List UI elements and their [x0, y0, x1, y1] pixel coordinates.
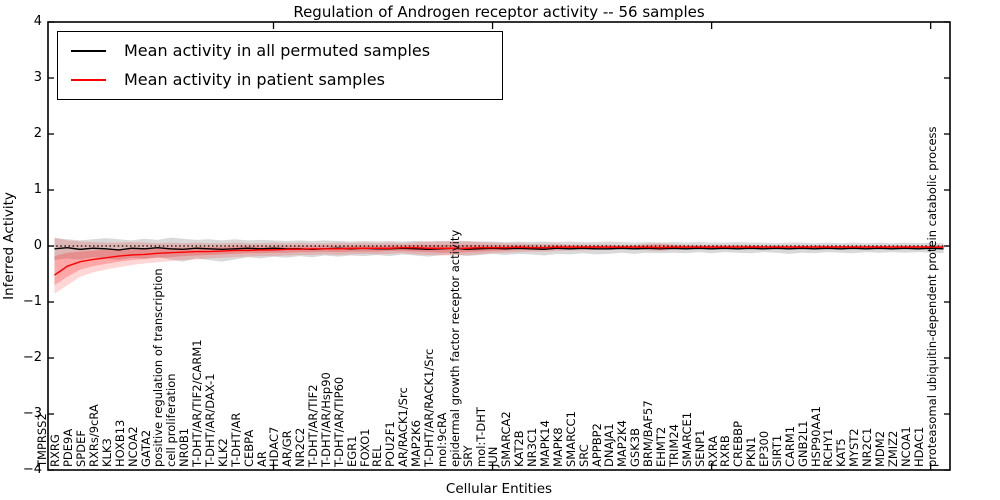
legend: Mean activity in all permuted samples Me… — [57, 31, 503, 100]
y-tick-label: −2 — [22, 350, 42, 365]
y-tick-label: 4 — [33, 14, 42, 29]
y-tick-label: −3 — [22, 406, 42, 421]
legend-line-patient-icon — [71, 79, 106, 81]
y-tick-label: 3 — [33, 70, 42, 85]
line-permuted-mean — [54, 246, 944, 251]
band-permuted-samples-range — [54, 237, 944, 262]
legend-line-permuted-icon — [71, 50, 106, 52]
legend-entry-patient: Mean activity in patient samples — [71, 71, 488, 89]
chart-title: Regulation of Androgen receptor activity… — [293, 3, 705, 21]
legend-label-patient: Mean activity in patient samples — [124, 70, 385, 89]
y-tick-label: 1 — [33, 182, 42, 197]
legend-label-permuted: Mean activity in all permuted samples — [124, 41, 431, 60]
y-tick-label: −1 — [22, 294, 42, 309]
y-tick-label: −4 — [22, 462, 42, 477]
band-patient-samples-range-outer — [54, 237, 944, 294]
line-patient-mean — [54, 246, 944, 276]
y-tick-label: 2 — [33, 126, 42, 141]
x-axis-label: Cellular Entities — [445, 481, 553, 497]
y-tick-label: 0 — [33, 238, 42, 253]
legend-entry-permuted: Mean activity in all permuted samples — [71, 42, 488, 60]
